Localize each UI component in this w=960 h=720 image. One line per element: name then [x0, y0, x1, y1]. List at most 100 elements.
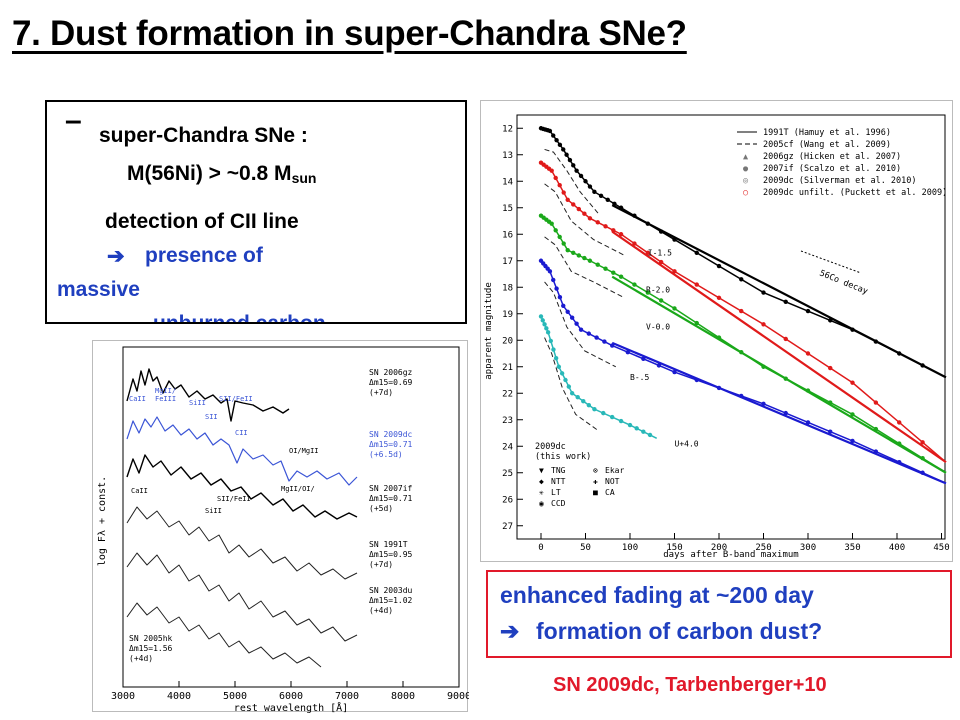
- lightcurve-point: [569, 315, 575, 320]
- lightcurve-point: [583, 179, 588, 184]
- spectrum-label-name: SN 2006gz: [369, 368, 413, 377]
- lightcurve-point: [561, 190, 566, 195]
- lightcurve-xtick: 250: [755, 543, 771, 553]
- lightcurve-point: [574, 321, 579, 326]
- line-nickel-mass: M(56Ni) > ~0.8 Msun: [127, 162, 316, 186]
- lightcurve-point: [571, 250, 576, 255]
- lightcurve-point: [542, 322, 547, 327]
- spectrum-label-name: SN 2005hk: [129, 634, 173, 643]
- lightcurve-point: [850, 438, 855, 444]
- spectra-xlabel: rest wavelength [Å]: [234, 701, 348, 713]
- lightcurve-point: [559, 371, 565, 376]
- band-offset-label: B-.5: [630, 373, 649, 382]
- lightcurve-point: [595, 262, 600, 267]
- instrument-marker-icon: ◉: [539, 499, 544, 508]
- lightcurve-B-fit: [611, 341, 947, 485]
- instrument-label: TNG: [551, 466, 566, 475]
- spectrum-2003du: [126, 552, 358, 642]
- lightcurve-point: [544, 326, 549, 331]
- line-massive: massive: [57, 278, 140, 301]
- lightcurve-point: [578, 327, 584, 332]
- callout-arrow-icon: ➔: [500, 618, 520, 644]
- legend-marker-key: ◎: [743, 176, 748, 186]
- lightcurve-ytick: 22: [502, 389, 513, 399]
- spectrum-label-name: SN 2003du: [369, 586, 413, 595]
- lightcurve-point: [551, 133, 556, 138]
- band-offset-label: R-2.0: [646, 286, 670, 295]
- lightcurve-point: [611, 270, 616, 275]
- nickel-mass-subscript: sun: [291, 170, 317, 186]
- lightcurve-point: [783, 336, 788, 342]
- spectrum-2005hk: [126, 602, 322, 668]
- lightcurve-point: [582, 211, 587, 216]
- lightcurve-point: [556, 364, 561, 369]
- lightcurve-ytick: 13: [502, 151, 513, 161]
- lightcurve-point: [592, 406, 597, 412]
- spectrum-label-phase: (+4d): [369, 606, 393, 615]
- lightcurve-point: [850, 380, 855, 385]
- co-decay-label: 56Co decay: [818, 269, 869, 297]
- lightcurve-point: [618, 418, 624, 424]
- spectrum-label-dm: Δm15=0.71: [369, 494, 413, 503]
- instrument-marker-icon: ✳: [539, 488, 544, 497]
- spectra-figure: 3000 4000 5000 6000 7000 8000 9000 rest wavele…: [92, 340, 471, 714]
- legend-entry: 2009dc unfilt. (Puckett et al. 2009): [763, 188, 947, 198]
- lightcurve-ylabel: apparent magnitude: [484, 282, 494, 380]
- legend-marker-key: ▲: [743, 152, 749, 162]
- callout-box: enhanced fading at ~200 day ➔ formation …: [486, 570, 952, 658]
- lightcurve-point: [618, 274, 624, 279]
- spectral-line-id: SII/FeII: [219, 395, 253, 403]
- lightcurve-point: [761, 290, 766, 295]
- legend-entry: 1991T (Hamuy et al. 1996): [763, 128, 891, 138]
- spectra-xtick: 6000: [279, 691, 303, 702]
- spectral-line-id: SII: [205, 413, 218, 421]
- lightcurve-B-band: [540, 260, 947, 485]
- lightcurve-point: [641, 429, 646, 434]
- lightcurve-point: [605, 197, 610, 202]
- lightcurve-ytick: 23: [502, 416, 513, 426]
- legend-marker-key: ●: [743, 164, 749, 174]
- nickel-mass-text: M(56Ni) > ~0.8 M: [127, 162, 292, 185]
- lightcurve-point: [563, 377, 568, 383]
- spectrum-2006gz: [126, 368, 290, 422]
- lightcurve-point: [576, 253, 582, 258]
- lightcurve-point: [576, 206, 582, 212]
- instrument-marker-icon: ⊗: [593, 466, 598, 475]
- lightcurve-point: [565, 197, 570, 202]
- lightcurve-point: [578, 173, 584, 179]
- lightcurve-point: [783, 299, 788, 305]
- lightcurve-point: [632, 282, 637, 287]
- lightcurve-point: [873, 400, 879, 405]
- legend-entry: 2007if (Scalzo et al. 2010): [763, 164, 901, 174]
- lightcurve-point: [634, 426, 639, 431]
- line-presence: presence of: [145, 244, 263, 267]
- legend-entry: 2009dc (Silverman et al. 2010): [763, 176, 917, 186]
- lightcurve-point: [554, 137, 559, 143]
- lightcurve-point: [805, 420, 811, 425]
- lightcurve-point: [567, 157, 573, 163]
- lightcurve-point: [694, 282, 699, 287]
- line-cii-detection: detection of CII line: [105, 210, 299, 233]
- lightcurve-comparison-template: [544, 236, 625, 299]
- lightcurve-xtick: 0: [538, 543, 543, 553]
- spectrum-label-dm: Δm15=1.56: [129, 644, 173, 653]
- lightcurve-point: [610, 414, 615, 420]
- spectra-xtick: 4000: [167, 691, 191, 702]
- lightcurve-point: [553, 175, 558, 181]
- instrument-label: NOT: [605, 477, 620, 486]
- lightcurve-ytick: 25: [502, 469, 513, 479]
- lightcurve-point: [561, 241, 566, 246]
- spectral-line-id: OI/MgII: [289, 447, 319, 455]
- spectrum-2009dc: [126, 416, 358, 486]
- lightcurve-point: [557, 294, 563, 300]
- spectrum-label-dm: Δm15=0.95: [369, 550, 413, 559]
- lightcurve-point: [565, 247, 570, 253]
- lightcurve-point: [545, 330, 551, 335]
- lightcurve-xtick: 100: [622, 543, 638, 553]
- spectrum-label-phase: (+6.5d): [369, 450, 403, 459]
- lightcurve-point: [805, 351, 811, 356]
- band-offset-label: U+4.0: [675, 439, 699, 448]
- spectral-line-id: MgII/: [155, 387, 176, 395]
- lightcurve-xlabel: days after B-band maximum: [663, 550, 798, 560]
- line-super-chandra: super-Chandra SNe :: [99, 124, 308, 147]
